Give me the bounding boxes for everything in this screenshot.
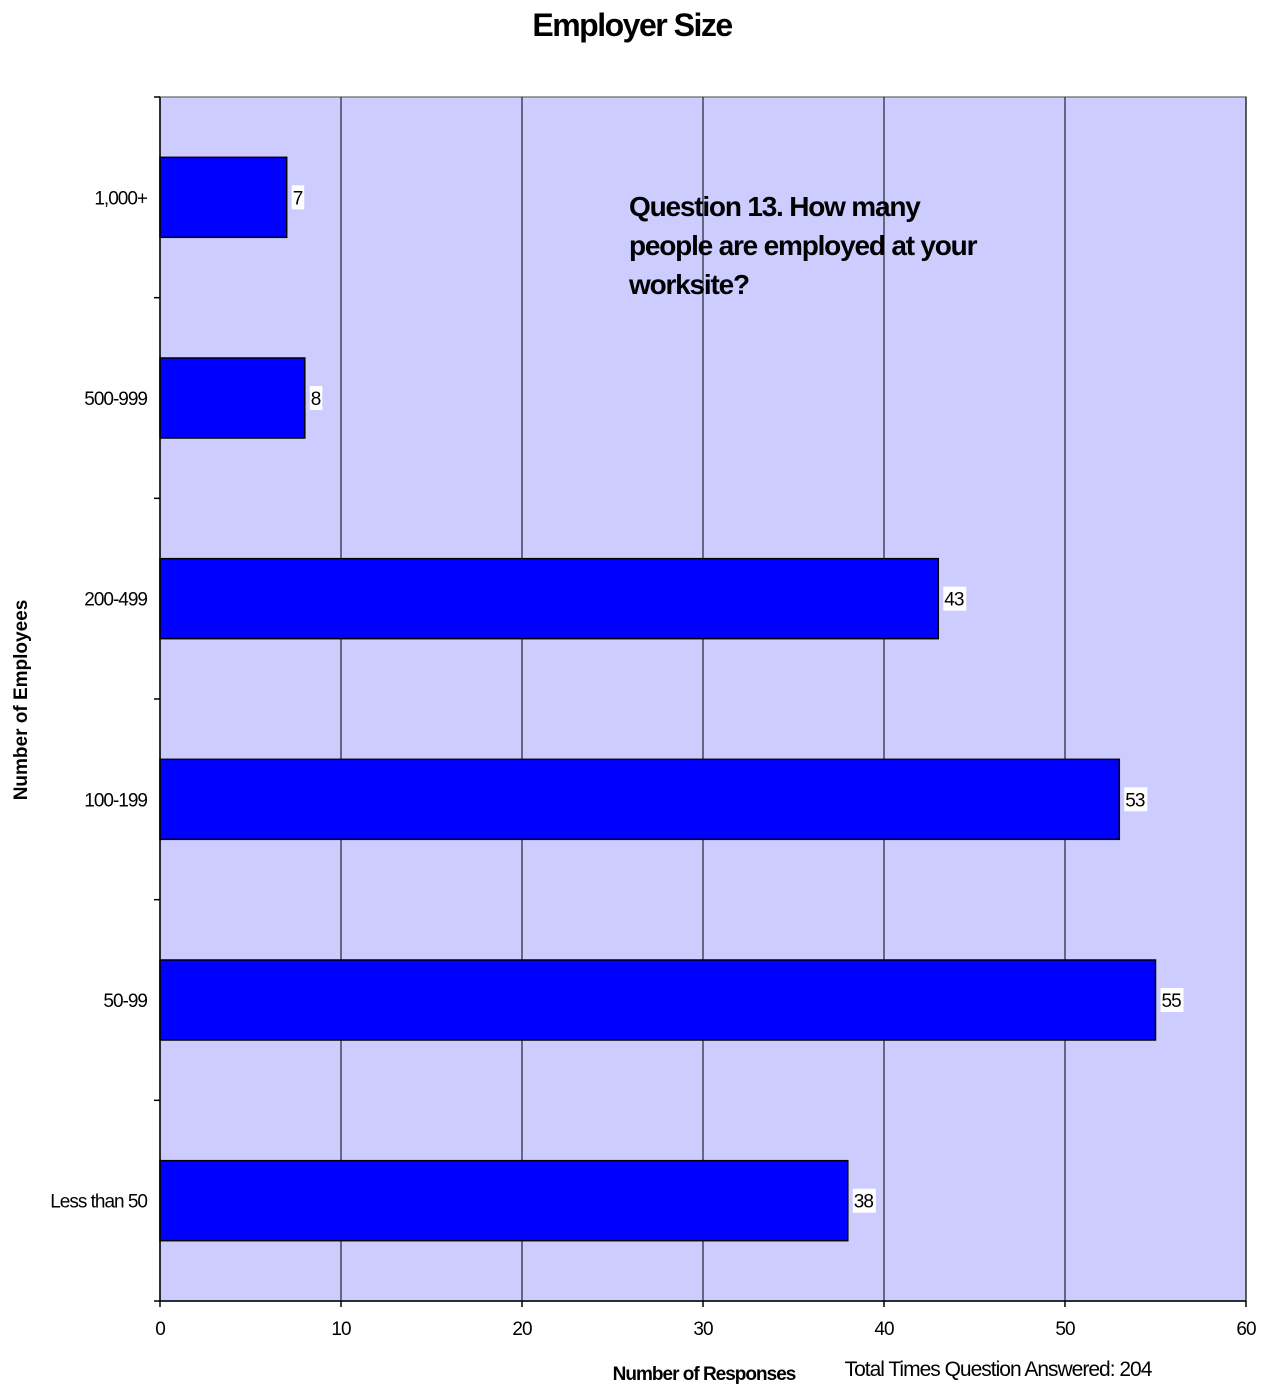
y-tick-label: 100-199 <box>84 790 147 811</box>
total-answered-note: Total Times Question Answered: 204 <box>845 1358 1153 1381</box>
data-label: 55 <box>1162 991 1182 1012</box>
x-tick-labels: 0 10 20 30 40 50 60 <box>155 1319 1257 1340</box>
data-label-background <box>852 1188 876 1213</box>
y-tick-label: 1,000+ <box>94 188 148 209</box>
data-label: 7 <box>293 188 303 209</box>
x-tick-label: 40 <box>874 1319 894 1340</box>
data-label: 43 <box>944 590 964 611</box>
data-label: 8 <box>311 389 321 410</box>
data-label-background <box>309 386 323 410</box>
bars <box>159 156 1157 1242</box>
chart-title: Employer Size <box>532 7 732 43</box>
x-tick-label: 50 <box>1055 1319 1075 1340</box>
data-label-background <box>1160 988 1184 1012</box>
question-annotation: Question 13. How many people are employed… <box>628 191 978 300</box>
x-tick-label: 20 <box>512 1319 532 1340</box>
x-tick-label: 10 <box>331 1319 351 1340</box>
data-label-background <box>291 185 305 210</box>
x-tick-label: 60 <box>1236 1319 1256 1340</box>
bar <box>159 758 1121 841</box>
x-tick-label: 0 <box>155 1319 165 1340</box>
data-label: 53 <box>1125 790 1145 811</box>
bar <box>159 156 288 239</box>
x-tick-label: 30 <box>693 1319 713 1340</box>
bar <box>159 959 1157 1041</box>
bar <box>159 557 940 640</box>
y-axis-label: Number of Employees <box>11 600 32 801</box>
annotation-line: people are employed at your <box>629 230 978 261</box>
x-axis-label: Number of Responses <box>613 1364 796 1385</box>
data-labels: 7 8 43 53 55 38 <box>291 185 1184 1213</box>
bar <box>159 357 306 439</box>
y-tick-labels: 1,000+ 500-999 200-499 100-199 50-99 Less tha… <box>50 188 149 1213</box>
data-label: 38 <box>854 1192 874 1213</box>
y-tick-label: 200-499 <box>84 590 147 611</box>
y-tick-label: 50-99 <box>103 991 147 1012</box>
y-tick-label: Less than 50 <box>50 1192 147 1213</box>
annotation-line: worksite? <box>628 269 749 300</box>
y-tick-label: 500-999 <box>84 389 147 410</box>
gridlines <box>340 97 1247 1301</box>
data-label-background <box>1124 787 1148 812</box>
axes <box>154 96 1247 1307</box>
bar <box>159 1159 849 1242</box>
data-label-background <box>943 586 967 611</box>
annotation-line: Question 13. How many <box>629 191 921 222</box>
